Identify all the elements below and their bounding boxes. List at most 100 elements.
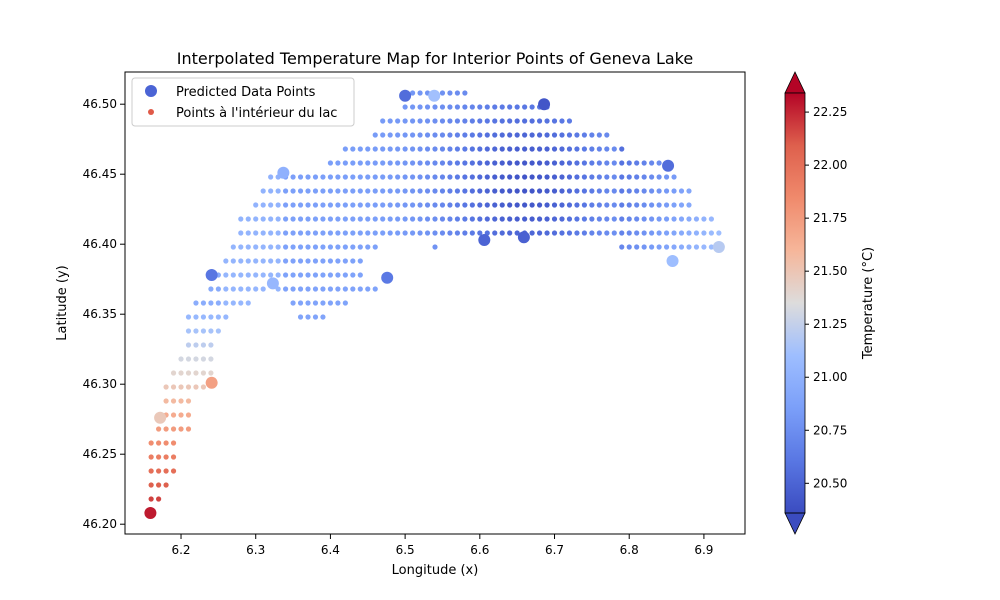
interior-point [499, 216, 505, 222]
x-tick-label: 6.4 [321, 543, 340, 557]
interior-point [469, 174, 475, 180]
interior-point [492, 174, 498, 180]
interior-point [327, 160, 334, 166]
interior-point [686, 216, 692, 222]
interior-point [708, 230, 714, 236]
interior-point [544, 160, 550, 166]
interior-point [611, 230, 617, 236]
interior-point [193, 314, 199, 320]
interior-point [693, 244, 700, 250]
interior-point [350, 230, 356, 236]
interior-point [611, 202, 617, 208]
interior-point [641, 202, 647, 208]
interior-point [185, 356, 192, 362]
interior-point [297, 314, 304, 320]
interior-point [477, 146, 483, 152]
interior-point [544, 146, 550, 152]
interior-point [327, 258, 334, 264]
interior-point [529, 216, 535, 222]
interior-point [283, 216, 289, 222]
interior-point [499, 160, 505, 166]
interior-point [245, 244, 251, 250]
interior-point [193, 370, 199, 376]
interior-point [245, 272, 251, 278]
interior-point [350, 174, 356, 180]
interior-point [611, 174, 617, 180]
interior-point [178, 356, 184, 362]
interior-point [260, 202, 266, 208]
interior-point [432, 132, 438, 138]
interior-point [350, 272, 356, 278]
interior-point [409, 202, 416, 208]
interior-point [230, 286, 236, 292]
interior-point [559, 160, 565, 166]
interior-point [320, 202, 326, 208]
interior-point [305, 174, 311, 180]
interior-point [320, 286, 326, 292]
y-tick-label: 46.50 [83, 97, 117, 111]
interior-point [387, 160, 393, 166]
interior-point [283, 258, 289, 264]
interior-point [178, 426, 184, 432]
interior-point [417, 174, 423, 180]
interior-point [372, 188, 378, 194]
interior-point [402, 188, 408, 194]
interior-point [395, 202, 401, 208]
interior-point [432, 202, 438, 208]
interior-point [522, 160, 528, 166]
interior-point [372, 146, 378, 152]
interior-point [469, 216, 475, 222]
interior-point [312, 216, 319, 222]
interior-point [365, 174, 371, 180]
interior-point [626, 244, 632, 250]
interior-point [559, 146, 565, 152]
interior-point [387, 202, 393, 208]
interior-point [626, 216, 632, 222]
interior-point [619, 160, 625, 166]
interior-point [701, 230, 707, 236]
interior-point [312, 300, 319, 306]
interior-point [200, 328, 207, 334]
interior-point [671, 174, 677, 180]
interior-point [701, 244, 707, 250]
interior-point [380, 174, 386, 180]
interior-point [297, 300, 304, 306]
interior-point [581, 202, 588, 208]
interior-point [305, 202, 311, 208]
interior-point [335, 230, 341, 236]
interior-point [663, 202, 670, 208]
interior-point [499, 118, 505, 124]
interior-point [275, 230, 281, 236]
interior-point [200, 384, 207, 390]
colorbar-extend-bottom [784, 512, 806, 535]
interior-point [492, 146, 498, 152]
interior-point [372, 202, 378, 208]
interior-point [253, 272, 259, 278]
interior-point [529, 118, 535, 124]
interior-point [686, 244, 692, 250]
interior-point [342, 216, 348, 222]
interior-point [365, 160, 371, 166]
interior-point [611, 188, 617, 194]
interior-point [253, 244, 259, 250]
interior-point [559, 132, 565, 138]
interior-point [268, 188, 274, 194]
interior-point [484, 216, 490, 222]
x-axis: 6.2 6.3 6.4 6.5 6.6 6.7 6.8 6.9 [171, 534, 713, 557]
interior-point [185, 398, 192, 404]
interior-point [417, 216, 423, 222]
interior-point [245, 300, 251, 306]
interior-point [536, 188, 543, 194]
interior-point [536, 146, 543, 152]
interior-point [626, 188, 632, 194]
interior-point [551, 146, 558, 152]
interior-point [514, 104, 520, 110]
interior-point [156, 440, 162, 446]
interior-point [357, 160, 363, 166]
predicted-points-group [144, 89, 725, 519]
interior-point [335, 286, 341, 292]
interior-point [611, 216, 617, 222]
interior-point [432, 188, 438, 194]
interior-point [357, 216, 363, 222]
